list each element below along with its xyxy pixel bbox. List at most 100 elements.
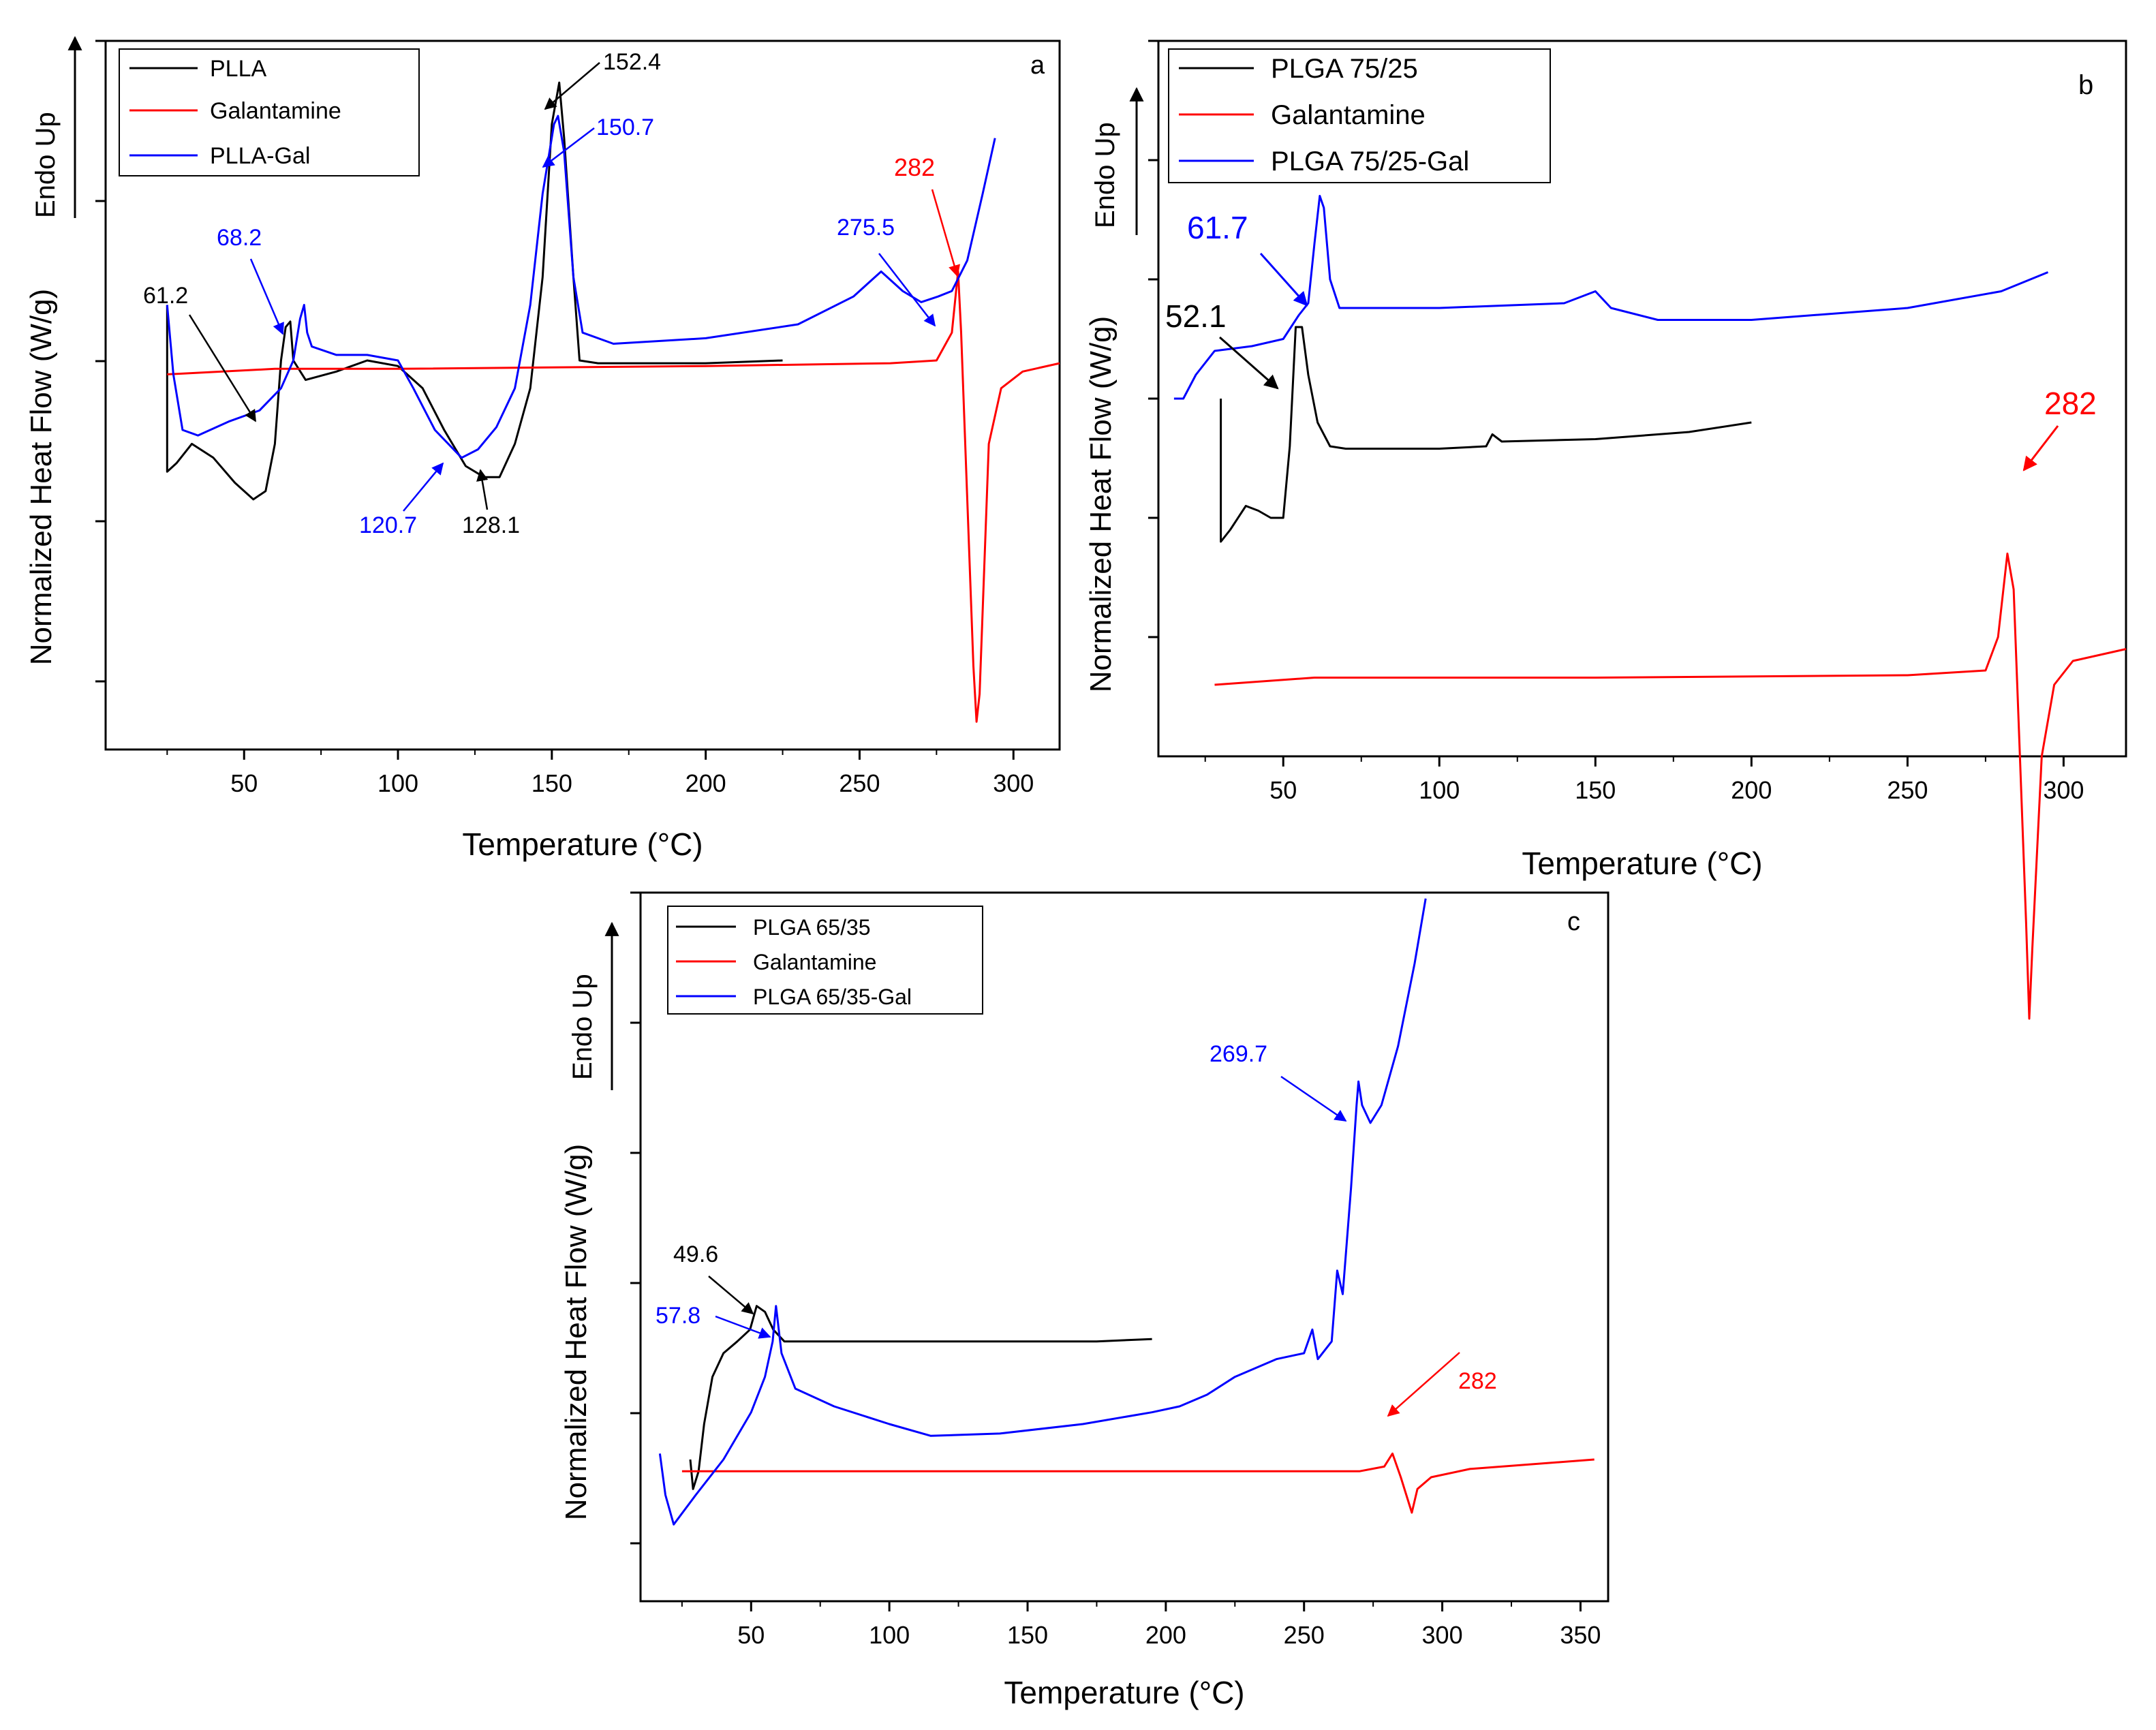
annotation-282: 282 <box>894 153 935 181</box>
legend-label: Galantamine <box>210 98 341 124</box>
annotations: 269.7 49.6 57.8 282 <box>656 1041 1497 1417</box>
legend-box <box>119 48 420 176</box>
series-line-plga-65-35 <box>689 1305 1152 1490</box>
annotation-128-1: 128.1 <box>462 512 520 538</box>
annotation-arrow <box>1219 336 1279 390</box>
annotation-57-8: 57.8 <box>656 1303 700 1329</box>
x-tick-label: 100 <box>1419 776 1460 804</box>
annotation-arrow <box>403 462 444 512</box>
annotation-282: 282 <box>1458 1368 1497 1394</box>
annotation-arrow <box>1280 1075 1347 1122</box>
x-tick-label: 250 <box>1887 776 1928 804</box>
annotation-arrow <box>931 189 960 277</box>
x-tick-label: 300 <box>1422 1621 1463 1649</box>
legend: PLGA 65/35 Galantamine PLGA 65/35-Gal <box>667 906 983 1015</box>
annotation-arrow <box>249 258 284 335</box>
series-line-plga-75-25-gal <box>1173 195 2049 400</box>
y-axis-label: Normalized Heat Flow (W/g) <box>25 289 58 666</box>
panel-label: b <box>2078 70 2093 100</box>
x-tick-label: 150 <box>532 769 572 797</box>
annotation-49-6: 49.6 <box>673 1241 718 1267</box>
x-tick-label: 50 <box>230 769 258 797</box>
plot-frame <box>104 40 1061 751</box>
plot-frame <box>639 891 1610 1603</box>
annotations: 61.7 52.1 282 <box>1165 210 2097 472</box>
x-axis-ticks: 50 100 150 200 250 300 350 <box>681 1601 1601 1649</box>
data-lines <box>1173 195 2127 1020</box>
annotation-arrow <box>544 62 600 110</box>
annotation-arrow <box>708 1276 754 1315</box>
annotation-arrow <box>715 1315 771 1339</box>
panel-b: 50 100 150 200 250 300 PLGA 75/25 Galantamine… <box>1084 40 2127 1020</box>
x-tick-label: 150 <box>1575 776 1616 804</box>
endo-indicator: Endo Up <box>568 921 619 1090</box>
x-tick-label: 200 <box>686 769 726 797</box>
y-axis-label: Normalized Heat Flow (W/g) <box>559 1144 593 1521</box>
legend-label: PLGA 75/25 <box>1271 54 1418 84</box>
x-tick-label: 200 <box>1145 1621 1186 1649</box>
annotation-275-5: 275.5 <box>837 215 895 241</box>
y-tick-marks <box>630 891 641 1545</box>
panel-a: 50 100 150 200 250 300 PLLA Galantamine PLLA-… <box>25 35 1061 862</box>
panel-c: 50 100 150 200 250 300 350 PLGA 65/35 Galantam… <box>559 891 1610 1710</box>
endo-indicator: Endo Up <box>31 35 82 218</box>
annotation-68-2: 68.2 <box>217 225 262 251</box>
endo-label: Endo Up <box>1090 122 1120 228</box>
endo-label: Endo Up <box>568 974 598 1080</box>
legend-label: PLGA 75/25-Gal <box>1271 146 1469 176</box>
legend-label: Galantamine <box>1271 100 1426 130</box>
legend-label: PLGA 65/35-Gal <box>753 985 912 1009</box>
annotation-arrow <box>188 314 257 422</box>
annotation-arrow <box>476 469 489 510</box>
x-axis-label: Temperature (°C) <box>1004 1675 1244 1710</box>
annotations: 152.4 150.7 68.2 61.2 120.7 128.1 275.5 … <box>143 49 960 538</box>
x-axis-ticks: 50 100 150 200 250 300 <box>166 750 1034 797</box>
series-line-plga-75-25 <box>1220 326 1752 543</box>
x-tick-label: 50 <box>737 1621 765 1649</box>
x-tick-label: 50 <box>1269 776 1297 804</box>
annotation-arrow <box>1259 252 1308 307</box>
x-tick-label: 150 <box>1007 1621 1048 1649</box>
legend: PLLA Galantamine PLLA-Gal <box>119 48 420 176</box>
x-tick-label: 100 <box>869 1621 910 1649</box>
annotation-150-7: 150.7 <box>596 114 654 140</box>
x-tick-label: 250 <box>1284 1621 1325 1649</box>
endo-indicator: Endo Up <box>1090 87 1144 235</box>
legend-label: PLLA <box>210 56 266 82</box>
annotation-269-7: 269.7 <box>1210 1041 1267 1067</box>
y-tick-marks <box>95 40 106 683</box>
series-line-plla <box>166 81 783 501</box>
annotation-61-7: 61.7 <box>1187 210 1248 245</box>
series-line-galantamine <box>167 271 1060 723</box>
annotation-120-7: 120.7 <box>359 512 417 538</box>
series-line-galantamine <box>1214 553 2127 1020</box>
x-tick-label: 350 <box>1560 1621 1601 1649</box>
y-tick-marks <box>1148 40 1158 638</box>
annotation-52-1: 52.1 <box>1165 298 1227 334</box>
legend-label: PLGA 65/35 <box>753 915 871 940</box>
data-lines <box>658 898 1595 1526</box>
panel-label: c <box>1567 908 1580 936</box>
data-lines <box>166 81 1060 723</box>
x-tick-label: 100 <box>378 769 418 797</box>
x-tick-label: 250 <box>839 769 880 797</box>
x-axis-label: Temperature (°C) <box>1522 846 1762 881</box>
annotation-arrow <box>542 127 595 168</box>
legend-label: Galantamine <box>753 950 876 974</box>
y-axis-label: Normalized Heat Flow (W/g) <box>1084 316 1118 693</box>
x-tick-label: 200 <box>1731 776 1772 804</box>
panel-label: a <box>1030 51 1045 80</box>
annotation-282: 282 <box>2044 386 2097 421</box>
endo-label: Endo Up <box>31 112 61 218</box>
x-tick-label: 300 <box>993 769 1034 797</box>
series-line-plga-65-35-gal <box>658 898 1427 1526</box>
annotation-61-2: 61.2 <box>143 283 188 309</box>
series-line-plla-gal <box>166 114 996 459</box>
x-axis-ticks: 50 100 150 200 250 300 <box>1204 756 2084 804</box>
x-tick-label: 300 <box>2043 776 2084 804</box>
legend-label: PLLA-Gal <box>210 143 310 169</box>
x-axis-label: Temperature (°C) <box>462 827 703 862</box>
annotation-arrow <box>1387 1352 1460 1417</box>
annotation-arrow <box>2022 425 2059 472</box>
